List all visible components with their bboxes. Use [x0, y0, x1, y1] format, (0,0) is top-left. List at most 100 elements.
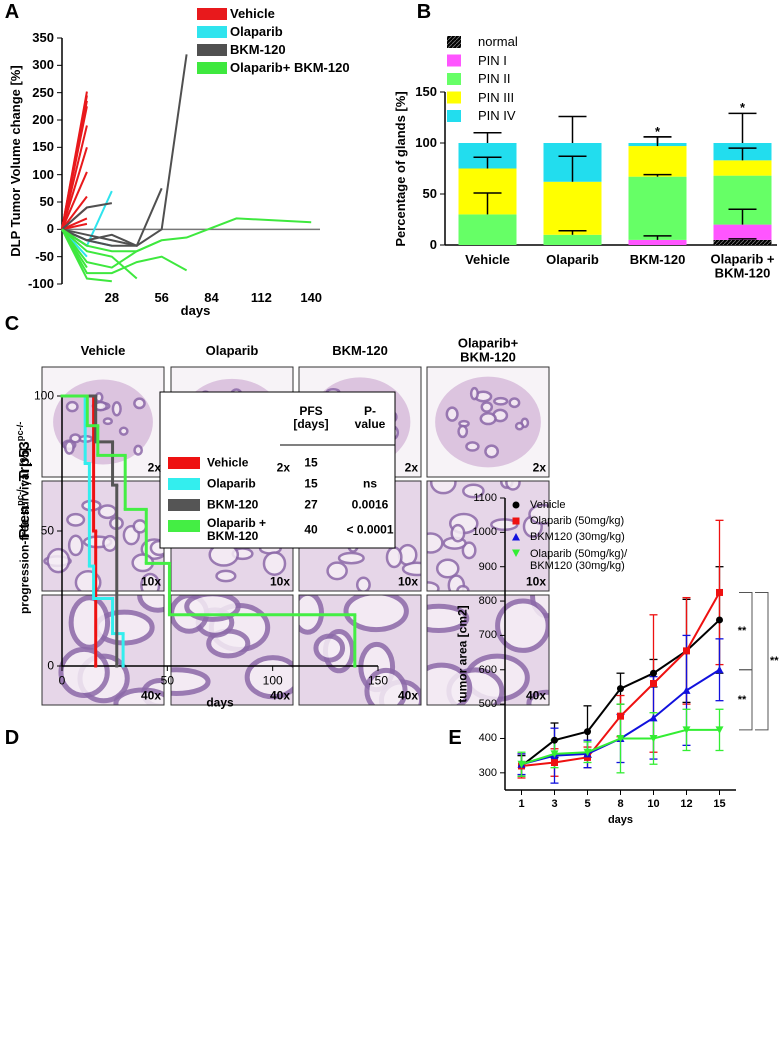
legend-label: PIN III [478, 89, 515, 105]
gland [480, 401, 494, 413]
pfs-value: 15 [304, 455, 318, 470]
x-tick-label: 112 [250, 289, 272, 305]
x-tick-label: 5 [584, 797, 591, 810]
gland [355, 576, 371, 591]
x-tick-label: 150 [367, 673, 389, 688]
y-tick-label: 50 [40, 523, 54, 538]
gland [65, 400, 79, 413]
magnification: 2x [147, 460, 161, 475]
marker [716, 616, 723, 624]
gland [118, 426, 129, 436]
table-header: P- value [354, 403, 386, 431]
gland [479, 412, 497, 426]
marker [715, 665, 724, 674]
marker [517, 760, 526, 769]
p-value: < 0.0001 [346, 522, 394, 537]
trajectory [61, 228, 163, 269]
panel-letter: E [448, 727, 462, 749]
legend-label: PIN I [478, 52, 507, 68]
gland [113, 687, 164, 705]
gland [140, 572, 161, 591]
panel-letter: C [4, 313, 20, 335]
marker [616, 734, 625, 743]
y-tick-label: 700 [478, 629, 497, 642]
gland [343, 595, 409, 633]
x-tick-label: Olaparib + BKM-120 [710, 251, 775, 281]
marker [649, 734, 658, 743]
y-tick-label: 100 [32, 166, 54, 182]
marker [512, 501, 520, 509]
gland [67, 534, 84, 557]
magnification: 2x [276, 460, 290, 475]
gland [102, 417, 113, 426]
bar-segment [713, 160, 772, 176]
legend-swatch [447, 73, 461, 85]
column-header: Vehicle [80, 342, 126, 358]
gland [69, 433, 82, 444]
marker [649, 713, 658, 722]
trajectory [61, 195, 88, 230]
y-tick-label: 900 [478, 560, 497, 573]
legend-swatch [447, 36, 461, 48]
x-tick-label: 100 [262, 673, 283, 688]
legend-label: Olaparib [207, 476, 256, 491]
gland [215, 569, 237, 583]
image-border [170, 594, 294, 706]
y-tick-label: 0 [429, 236, 437, 252]
trajectory [61, 147, 88, 230]
magnification: 10x [140, 574, 161, 589]
bar-segment [628, 146, 687, 177]
y-tick-label: -50 [35, 248, 54, 264]
gland [484, 444, 500, 459]
significance-mark: * [739, 100, 746, 116]
p-value: 0.0016 [351, 497, 389, 512]
trajectory [61, 125, 88, 230]
x-axis-label: days [607, 813, 634, 826]
bar-segment [628, 239, 687, 245]
gland [465, 441, 480, 452]
significance-mark: * [654, 123, 661, 139]
gland [427, 532, 444, 554]
legend-swatch [168, 478, 200, 490]
x-tick-label: 84 [204, 289, 219, 305]
gland [435, 558, 460, 579]
marker [583, 748, 592, 757]
gland [445, 406, 459, 422]
column-header: BKM-120 [332, 342, 388, 358]
gland [469, 386, 480, 401]
trajectory [61, 187, 163, 247]
x-tick-label: 50 [160, 673, 175, 688]
legend-swatch [197, 8, 227, 20]
legend-swatch [168, 457, 200, 469]
y-tick-label: 150 [32, 139, 54, 155]
y-tick-label: 800 [478, 595, 497, 607]
legend-label: Olaparib+ BKM-120 [230, 59, 350, 75]
magnification: 2x [404, 460, 418, 475]
gland [505, 481, 521, 491]
table-header: PFS [days] [293, 403, 329, 431]
gland [528, 503, 549, 525]
x-tick-label: 10 [647, 797, 660, 810]
x-tick-label: 140 [300, 289, 323, 305]
legend-swatch [197, 62, 227, 74]
trajectory [61, 228, 138, 280]
legend-label: Vehicle [230, 5, 275, 21]
magnification: 10x [397, 574, 418, 589]
x-tick-label: 1 [518, 797, 525, 810]
gland [66, 512, 86, 527]
histology-image [427, 595, 549, 705]
y-axis-label: DLP Tumor Volume change [%] [7, 65, 23, 257]
bar-segment [543, 181, 602, 235]
legend-label: Vehicle [530, 498, 566, 511]
image-border [41, 594, 165, 706]
magnification: 40x [269, 688, 290, 703]
legend-label: BKM120 (30mg/kg) [530, 530, 625, 543]
image-border [426, 366, 550, 478]
y-tick-label: 250 [32, 84, 54, 100]
marker [650, 680, 657, 688]
marker [650, 669, 657, 677]
legend-label: Vehicle [207, 455, 249, 470]
marker [550, 750, 559, 758]
